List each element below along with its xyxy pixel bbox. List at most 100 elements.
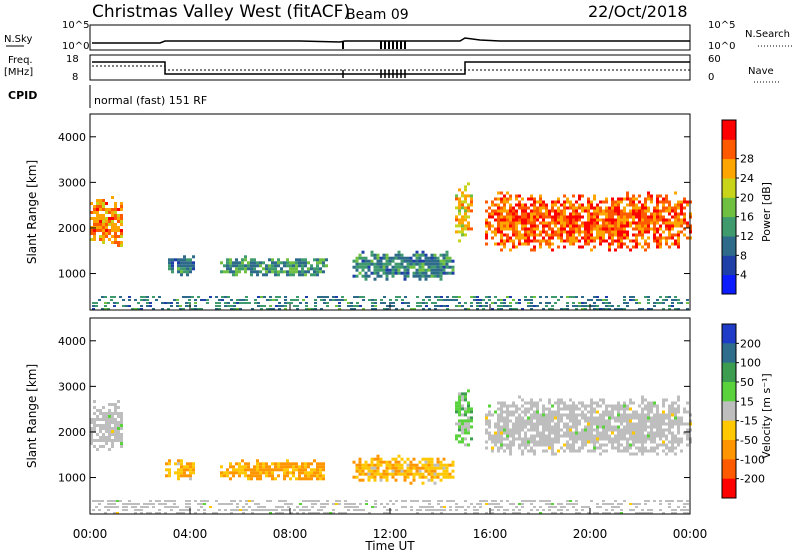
data-cell (575, 227, 578, 231)
data-cell (183, 468, 186, 472)
data-cell (192, 255, 195, 259)
data-cell (599, 452, 602, 456)
near-range-cell (497, 506, 500, 508)
data-cell (551, 431, 554, 435)
near-range-cell (197, 308, 200, 310)
data-cell (611, 233, 614, 237)
data-cell (530, 212, 533, 216)
data-cell (554, 221, 557, 225)
near-range-cell (587, 512, 590, 514)
data-cell (623, 404, 626, 408)
data-cell (114, 421, 117, 424)
near-range-cell (401, 302, 404, 304)
data-cell (536, 206, 539, 210)
data-cell (533, 197, 536, 201)
data-cell (108, 430, 111, 433)
data-cell (415, 268, 419, 272)
data-cell (424, 274, 428, 278)
data-cell (542, 419, 545, 423)
near-range-cell (395, 299, 398, 301)
data-cell (527, 410, 530, 414)
data-cell (105, 436, 108, 439)
data-cell (427, 256, 431, 260)
data-cell (617, 407, 620, 411)
near-range-cell (473, 296, 476, 298)
near-range-cell (560, 296, 563, 298)
near-range-cell (395, 509, 398, 511)
near-range-cell (686, 299, 689, 301)
data-cell (623, 209, 626, 213)
data-cell (497, 218, 500, 222)
data-cell (566, 218, 569, 222)
data-cell (313, 468, 316, 472)
data-cell (614, 416, 617, 420)
data-cell (557, 221, 560, 225)
near-range-cell (605, 512, 608, 514)
near-range-cell (383, 506, 386, 508)
noise-tick-left-top: 10^5 (62, 20, 89, 31)
data-cell (536, 200, 539, 204)
data-cell (662, 410, 665, 414)
near-range-cell (599, 506, 602, 508)
data-cell (400, 265, 404, 269)
data-cell (461, 440, 464, 444)
colorbar-tick-label: 28 (740, 153, 754, 166)
near-range-cell (173, 503, 176, 505)
data-cell (277, 258, 280, 262)
data-cell (530, 425, 533, 429)
data-cell (668, 212, 671, 216)
data-cell (180, 264, 183, 268)
data-cell (593, 215, 596, 219)
data-cell (111, 433, 114, 436)
near-range-cell (587, 506, 590, 508)
data-cell (647, 419, 650, 423)
data-cell (617, 410, 620, 414)
data-cell (105, 415, 108, 418)
near-range-cell (545, 296, 548, 298)
data-cell (464, 188, 467, 192)
data-cell (93, 229, 96, 232)
data-cell (590, 200, 593, 204)
data-cell (367, 478, 371, 482)
data-cell (572, 410, 575, 414)
data-cell (102, 406, 105, 409)
data-cell (587, 236, 590, 240)
data-cell (421, 262, 425, 266)
data-cell (421, 250, 425, 254)
data-cell (461, 392, 464, 396)
data-cell (99, 208, 102, 211)
near-range-cell (662, 308, 665, 310)
data-cell (289, 471, 292, 475)
data-cell (497, 425, 500, 429)
data-cell (632, 410, 635, 414)
near-range-cell (677, 500, 680, 502)
power-colorbar-label: Power [dB] (760, 182, 773, 242)
data-cell (530, 407, 533, 411)
colorbar-segment (722, 255, 736, 276)
data-cell (599, 425, 602, 429)
data-cell (659, 416, 662, 420)
data-cell (108, 424, 111, 427)
data-cell (566, 434, 569, 438)
data-cell (400, 463, 404, 467)
data-cell (530, 404, 533, 408)
near-range-cell (629, 503, 632, 505)
colorbar-tick-label: -50 (740, 434, 758, 447)
data-cell (638, 218, 641, 222)
near-range-cell (404, 500, 407, 502)
data-cell (265, 267, 268, 271)
near-range-cell (107, 503, 110, 505)
data-cell (391, 466, 395, 470)
data-cell (533, 410, 536, 414)
data-cell (581, 209, 584, 213)
data-cell (584, 227, 587, 231)
data-cell (680, 230, 683, 234)
data-cell (102, 439, 105, 442)
data-cell (602, 233, 605, 237)
near-range-cell (446, 296, 449, 298)
data-cell (301, 267, 304, 271)
data-cell (605, 443, 608, 447)
data-cell (584, 206, 587, 210)
near-range-cell (602, 512, 605, 514)
data-cell (105, 229, 108, 232)
